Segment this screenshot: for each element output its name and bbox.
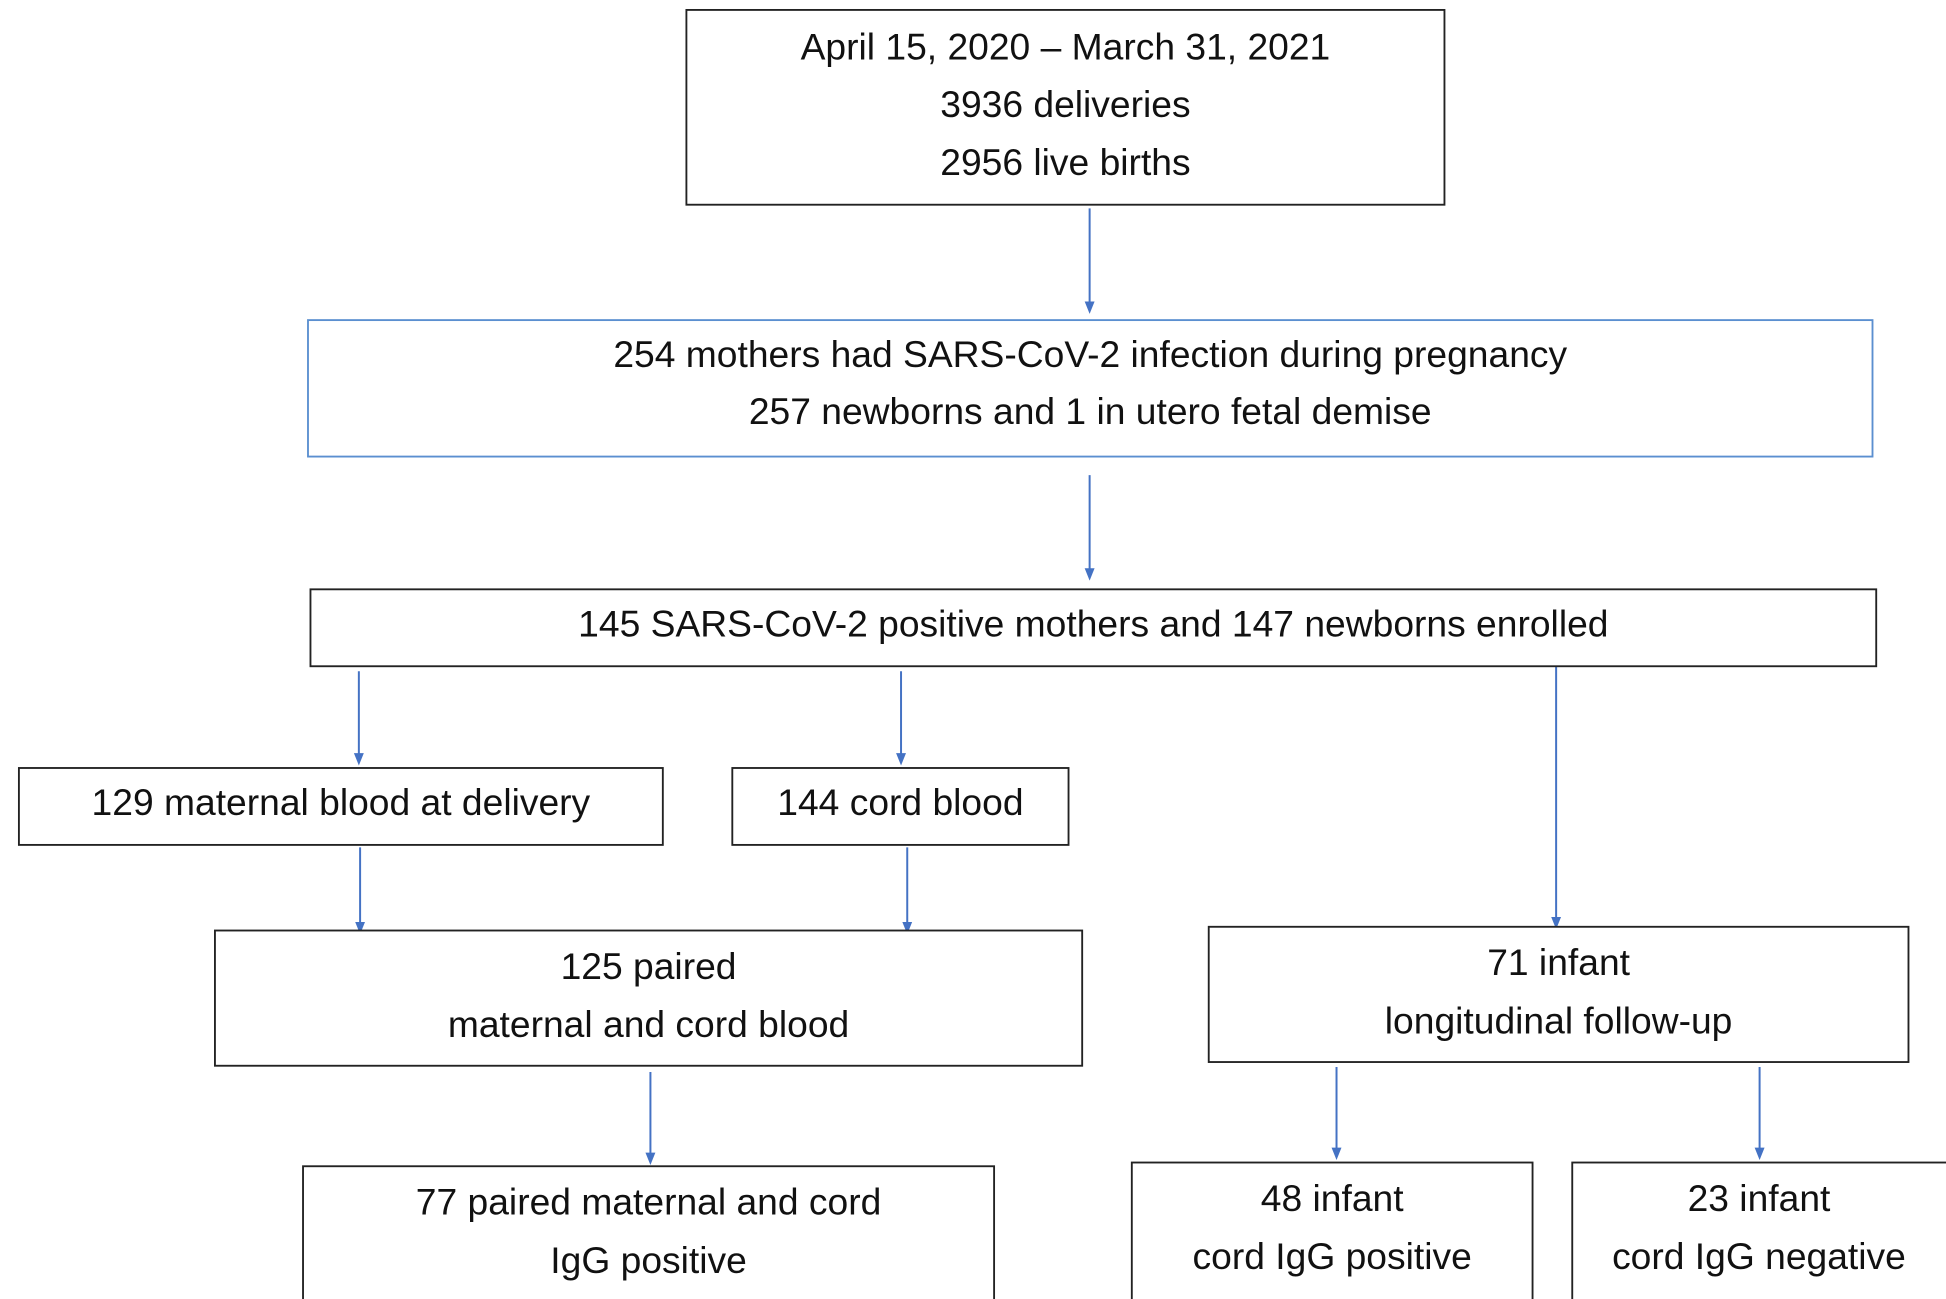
node: 254 mothers had SARS-CoV-2 infection dur… [307,319,1874,458]
node: 48 infant cord IgG positive [1130,1161,1534,1299]
node-text: 254 mothers had SARS-CoV-2 infection dur… [613,333,1567,375]
node-box [685,8,1446,206]
node-box [307,319,1874,458]
node-text: 257 newborns and 1 in utero fetal demise [749,390,1432,432]
node-text: longitudinal follow-up [1385,999,1733,1041]
node-text: 125 paired [561,945,737,987]
node-box [1571,1161,1946,1299]
node: 77 paired maternal and cord IgG positive [302,1165,996,1299]
node-box [17,767,664,846]
node-box [302,1165,996,1299]
node: 145 SARS-CoV-2 positive mothers and 147 … [309,588,1878,668]
node-text: 77 paired maternal and cord [416,1181,882,1223]
node-text: cord IgG negative [1612,1235,1906,1277]
boxes: April 15, 2020 – March 31, 2021 3936 deli… [17,8,1946,1299]
node-text: 23 infant [1688,1177,1831,1219]
node-text: IgG positive [550,1239,747,1281]
node: 71 infant longitudinal follow-up [1207,925,1910,1063]
arrows [353,208,1765,1166]
node: 125 paired maternal and cord blood [214,929,1084,1067]
node-box [731,767,1070,846]
node-text: 71 infant [1487,941,1630,983]
node-text: 3936 deliveries [940,83,1190,125]
node-box [1130,1161,1534,1299]
node-box [309,588,1878,668]
node-box [214,929,1084,1067]
node-box [1207,925,1910,1063]
node: April 15, 2020 – March 31, 2021 3936 deli… [685,8,1446,206]
node-text: 48 infant [1261,1177,1404,1219]
node-text: April 15, 2020 – March 31, 2021 [801,25,1331,67]
node-text: cord IgG positive [1193,1235,1472,1277]
node-text: 129 maternal blood at delivery [92,781,591,823]
node-text: 144 cord blood [777,781,1023,823]
node: 23 infant cord IgG negative [1571,1161,1946,1299]
node-text: 2956 live births [940,141,1190,183]
node: 129 maternal blood at delivery [17,767,664,846]
node: 144 cord blood [731,767,1070,846]
node-text: maternal and cord blood [448,1003,849,1045]
node-text: 145 SARS-CoV-2 positive mothers and 147 … [578,602,1608,644]
